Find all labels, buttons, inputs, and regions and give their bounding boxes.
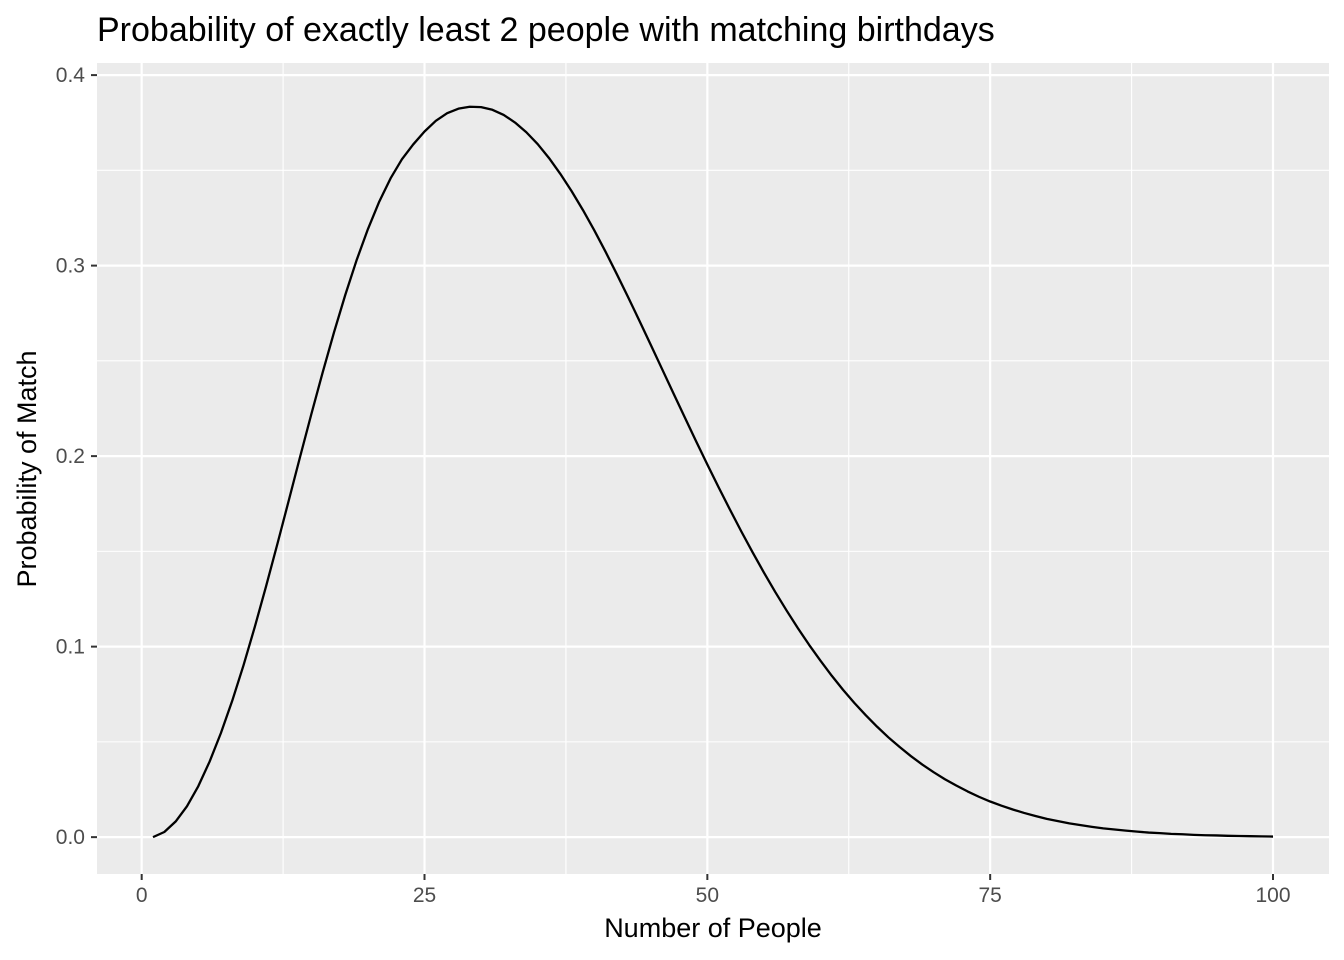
minor-gridlines-y bbox=[97, 169, 1329, 743]
y-tick-label: 0.2 bbox=[56, 445, 85, 468]
x-axis: 0 25 50 75 100 bbox=[136, 874, 1291, 907]
x-tick-label: 25 bbox=[413, 884, 436, 907]
y-tick-label: 0.3 bbox=[56, 255, 85, 278]
y-tick-label: 0.1 bbox=[56, 636, 85, 659]
x-tick-label: 50 bbox=[696, 884, 719, 907]
y-axis: 0.0 0.1 0.2 0.3 0.4 bbox=[56, 64, 97, 849]
chart-title: Probability of exactly least 2 people wi… bbox=[97, 11, 995, 49]
x-tick-label: 75 bbox=[978, 884, 1001, 907]
x-tick-label: 100 bbox=[1255, 884, 1290, 907]
major-gridlines-x bbox=[140, 63, 1275, 874]
major-gridlines-y bbox=[97, 73, 1329, 839]
y-axis-title: Probability of Match bbox=[12, 350, 42, 587]
x-tick-label: 0 bbox=[136, 884, 148, 907]
y-tick-label: 0.4 bbox=[56, 64, 86, 87]
probability-line bbox=[152, 105, 1274, 839]
x-axis-title: Number of People bbox=[604, 913, 822, 943]
y-tick-label: 0.0 bbox=[56, 826, 85, 849]
plot-panel bbox=[97, 63, 1329, 874]
minor-gridlines-x bbox=[282, 63, 1133, 874]
